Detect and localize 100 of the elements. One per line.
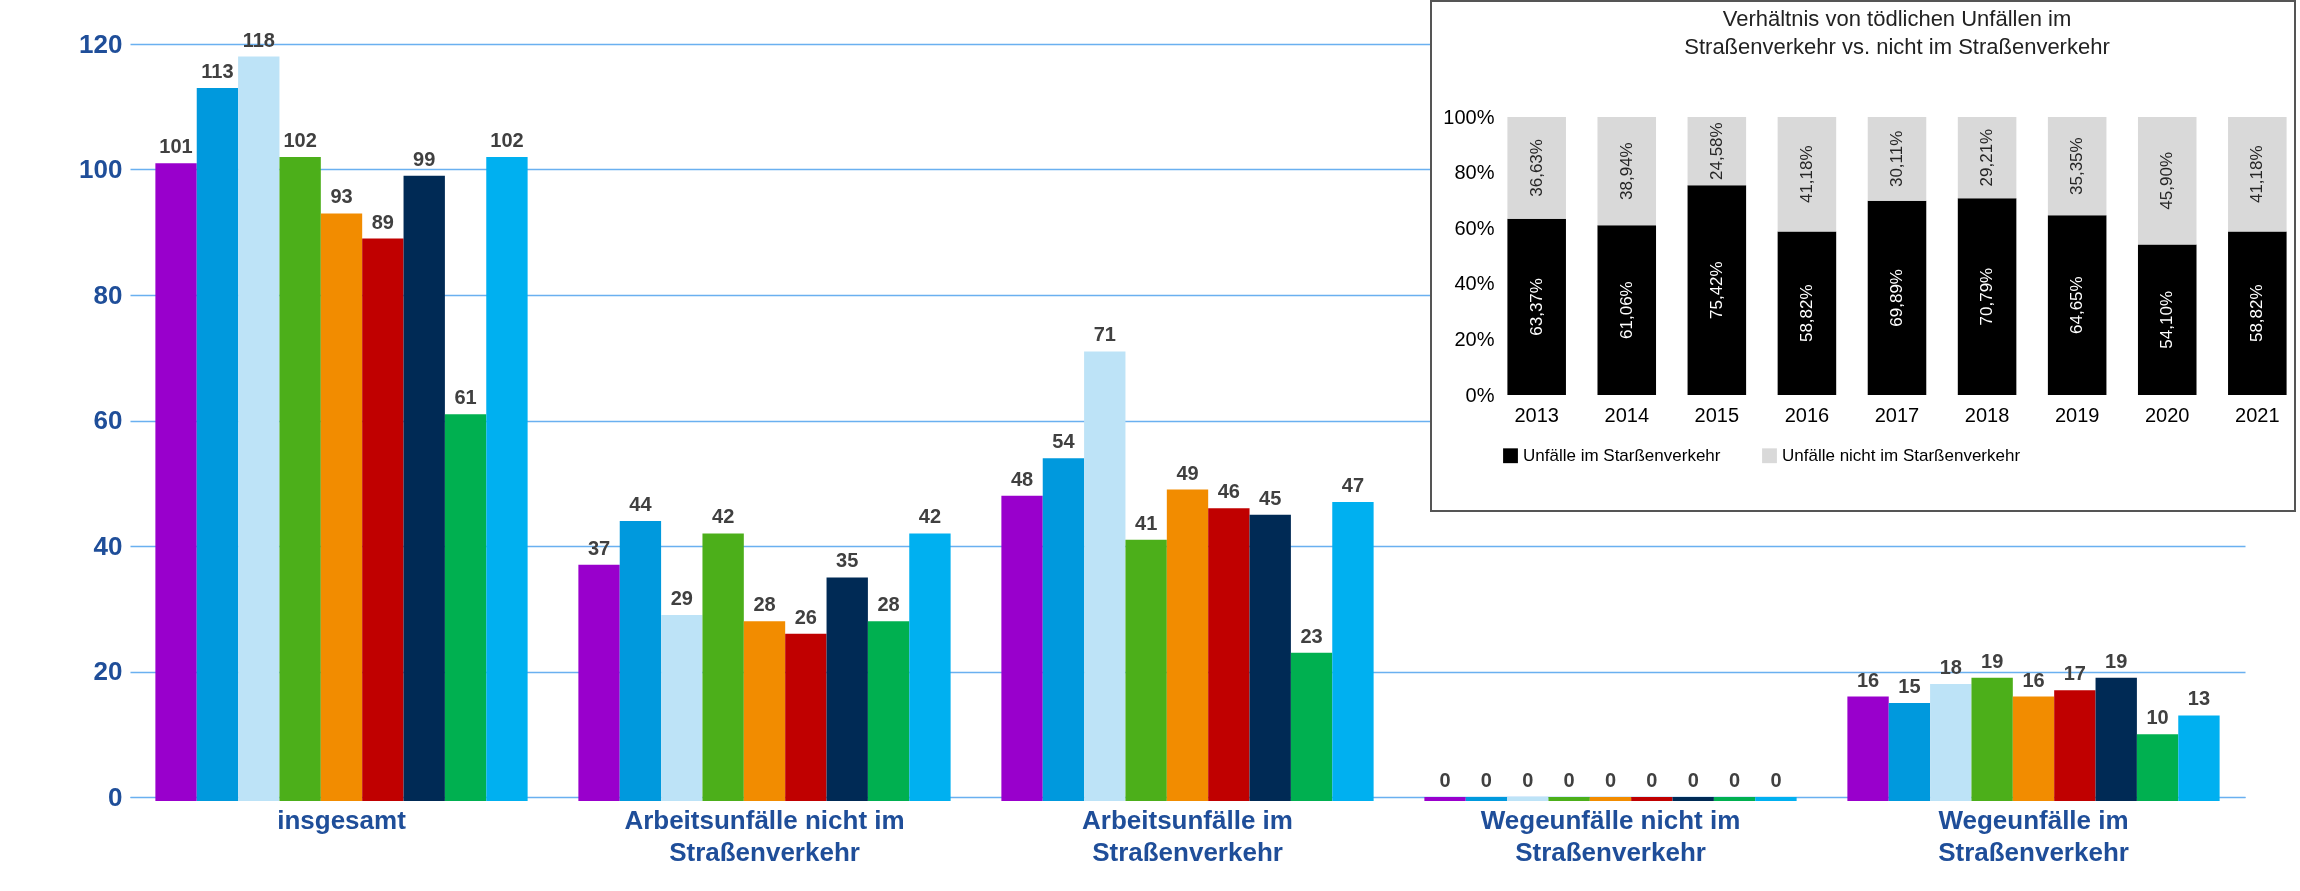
bar: [2047, 215, 2107, 395]
data-label: 93: [330, 185, 353, 208]
bar: [619, 520, 662, 801]
bar: [2095, 677, 2137, 801]
data-label: 13: [2187, 687, 2211, 710]
bar: [2137, 244, 2197, 395]
data-label: 36,63%: [1526, 139, 1546, 197]
bar: [1957, 198, 2017, 395]
bar: [1847, 696, 1889, 801]
data-label: 61: [454, 386, 477, 409]
data-label: 101: [159, 135, 193, 158]
bar: [2228, 117, 2287, 232]
y-tick-label: 20%: [1454, 327, 1495, 350]
x-tick-label: 2021: [2235, 403, 2280, 426]
bar: [1290, 652, 1333, 801]
x-tick-label: 2017: [1874, 403, 1920, 426]
bar: [1888, 702, 1931, 801]
y-tick-label: 0: [108, 781, 123, 812]
data-label: 19: [2105, 649, 2128, 672]
data-label: 23: [1300, 624, 1323, 647]
bar: [1208, 508, 1250, 801]
bar: [1867, 117, 1927, 201]
bar: [1332, 502, 1374, 801]
x-tick-label: 2014: [1604, 403, 1650, 426]
bar: [2054, 690, 2096, 801]
bar: [444, 414, 487, 801]
data-label: 113: [201, 59, 234, 82]
bar: [1597, 117, 1657, 226]
bar: [785, 633, 827, 801]
bar: [578, 564, 620, 801]
bar: [702, 533, 744, 801]
bar: [867, 621, 910, 801]
data-label: 64,65%: [2067, 276, 2087, 334]
x-tick-label: 2013: [1514, 403, 1559, 426]
data-label: 63,37%: [1526, 278, 1546, 336]
data-label: 35: [836, 549, 859, 572]
y-tick-label: 120: [79, 28, 123, 59]
data-label: 45,90%: [2157, 151, 2177, 210]
data-label: 54,10%: [2157, 290, 2177, 349]
data-label: 35,35%: [2067, 137, 2087, 195]
bar: [279, 156, 321, 801]
data-label: 58,82%: [2247, 284, 2267, 343]
bar: [1672, 797, 1714, 801]
bar: [1777, 117, 1837, 232]
bar: [238, 56, 280, 801]
data-label: 29: [670, 587, 693, 610]
bar: [909, 533, 951, 801]
y-tick-label: 100%: [1443, 105, 1495, 128]
data-label: 0: [1770, 769, 1782, 791]
x-tick-label: insgesamt: [277, 804, 407, 835]
bar: [826, 577, 868, 801]
x-tick-label: Wegeunfälle im Straßenverkehr: [1938, 804, 2129, 867]
data-label: 42: [918, 505, 942, 528]
data-label: 49: [1176, 461, 1199, 484]
bar: [155, 163, 197, 801]
x-tick-label: 2016: [1784, 403, 1830, 426]
y-tick-label: 80: [93, 279, 123, 310]
data-label: 0: [1522, 769, 1534, 791]
bar: [2047, 117, 2107, 216]
x-tick-label: 2020: [2144, 403, 2190, 426]
y-tick-label: 40: [93, 530, 123, 561]
bar: [2137, 117, 2197, 245]
legend-label: Unfälle im Starßenverkehr: [1523, 445, 1721, 465]
bar: [1867, 200, 1927, 395]
chart-title: Verhältnis von tödlichen Unfällen im Straßenverkehr vs. nicht im Straßenverkehr: [1684, 6, 2110, 59]
y-tick-label: 60%: [1454, 216, 1495, 239]
bar: [2136, 734, 2179, 801]
data-label: 41,18%: [1796, 145, 1816, 204]
data-label: 47: [1341, 474, 1365, 497]
bar: [1957, 117, 2017, 199]
data-label: 102: [490, 128, 524, 151]
data-label: 0: [1729, 769, 1741, 791]
data-label: 0: [1646, 769, 1658, 791]
data-label: 46: [1217, 480, 1240, 503]
data-label: 10: [2146, 706, 2169, 729]
data-label: 99: [413, 147, 436, 170]
data-label: 54: [1052, 430, 1076, 453]
data-label: 61,06%: [1616, 281, 1636, 339]
bar: [1001, 495, 1043, 801]
data-label: 29,21%: [1977, 128, 1997, 187]
bar: [2228, 231, 2287, 395]
data-label: 38,94%: [1616, 142, 1636, 200]
data-label: 16: [1856, 668, 1880, 691]
bar: [2178, 715, 2220, 801]
y-tick-label: 80%: [1454, 161, 1495, 184]
data-label: 75,42%: [1706, 261, 1726, 319]
bar: [1548, 797, 1590, 801]
bar: [1777, 231, 1837, 395]
bar: [1713, 797, 1756, 801]
x-tick-label: Arbeitsunfälle im Straßenverkehr: [1082, 804, 1293, 867]
bar: [1084, 351, 1126, 801]
bar: [403, 175, 445, 801]
data-label: 89: [371, 210, 394, 233]
data-label: 30,11%: [1887, 130, 1906, 188]
legend-label: Unfälle nicht im Starßenverkehr: [1782, 445, 2021, 465]
y-tick-label: 40%: [1454, 272, 1495, 295]
data-label: 0: [1687, 769, 1699, 791]
bar: [1597, 225, 1657, 395]
data-label: 69,89%: [1887, 269, 1906, 327]
data-label: 19: [1981, 649, 2004, 672]
